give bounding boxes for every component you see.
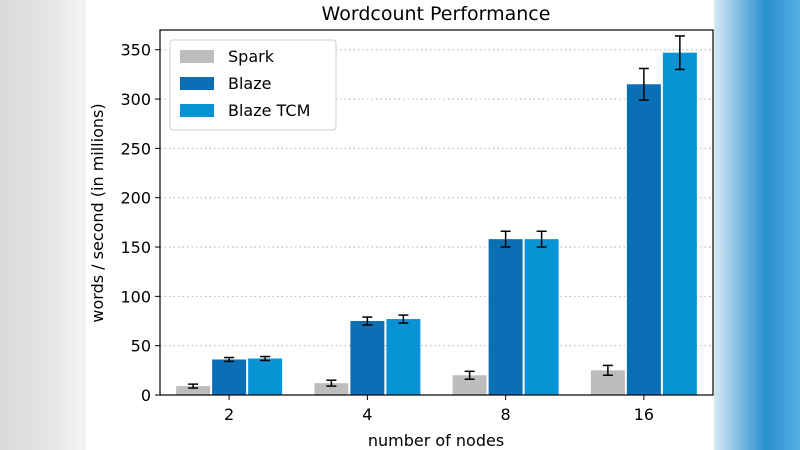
y-axis-label: words / second (in millions)	[88, 103, 107, 322]
bar-spark-4	[314, 383, 349, 395]
legend-swatch-blaze-tcm	[180, 104, 214, 117]
x-axis-label: number of nodes	[368, 431, 504, 450]
bars	[176, 52, 697, 396]
x-tick-label-4: 4	[362, 405, 372, 424]
y-tick-label-100: 100	[120, 287, 151, 306]
x-axis-ticks: 2 4 8 16	[224, 395, 654, 424]
y-tick-label-250: 250	[120, 139, 151, 158]
bar-spark-8	[452, 375, 487, 395]
bar-blaze-tcm-4	[386, 319, 421, 395]
y-tick-label-350: 350	[120, 41, 151, 60]
bar-blaze-8	[488, 239, 523, 395]
bar-blaze-2	[212, 359, 247, 395]
y-axis-ticks: 0 50 100 150 200 250 300 350	[120, 41, 160, 405]
plot-frame	[159, 29, 714, 396]
legend-swatch-spark	[180, 50, 214, 63]
y-tick-label-0: 0	[141, 386, 151, 405]
left-background-panel	[0, 0, 86, 450]
y-tick-label-50: 50	[131, 337, 151, 356]
bar-blaze-16	[626, 84, 661, 395]
legend-swatch-blaze	[180, 77, 214, 90]
x-tick-label-16: 16	[634, 405, 654, 424]
y-tick-label-200: 200	[120, 189, 151, 208]
bar-blaze-tcm-2	[248, 358, 283, 395]
legend-label-spark: Spark	[228, 47, 275, 66]
bar-blaze-4	[350, 321, 385, 395]
y-tick-label-300: 300	[120, 90, 151, 109]
legend-label-blaze: Blaze	[228, 74, 271, 93]
bar-blaze-tcm-16	[662, 52, 697, 396]
right-background-panel	[714, 0, 800, 450]
legend-label-blaze-tcm: Blaze TCM	[228, 101, 310, 120]
bar-spark-2	[176, 386, 211, 395]
error-bars	[188, 35, 685, 389]
chart-title: Wordcount Performance	[322, 3, 551, 25]
bar-blaze-tcm-8	[524, 239, 559, 395]
y-tick-label-150: 150	[120, 238, 151, 257]
legend: Spark Blaze Blaze TCM	[169, 39, 337, 131]
x-tick-label-8: 8	[501, 405, 511, 424]
x-tick-label-2: 2	[224, 405, 234, 424]
